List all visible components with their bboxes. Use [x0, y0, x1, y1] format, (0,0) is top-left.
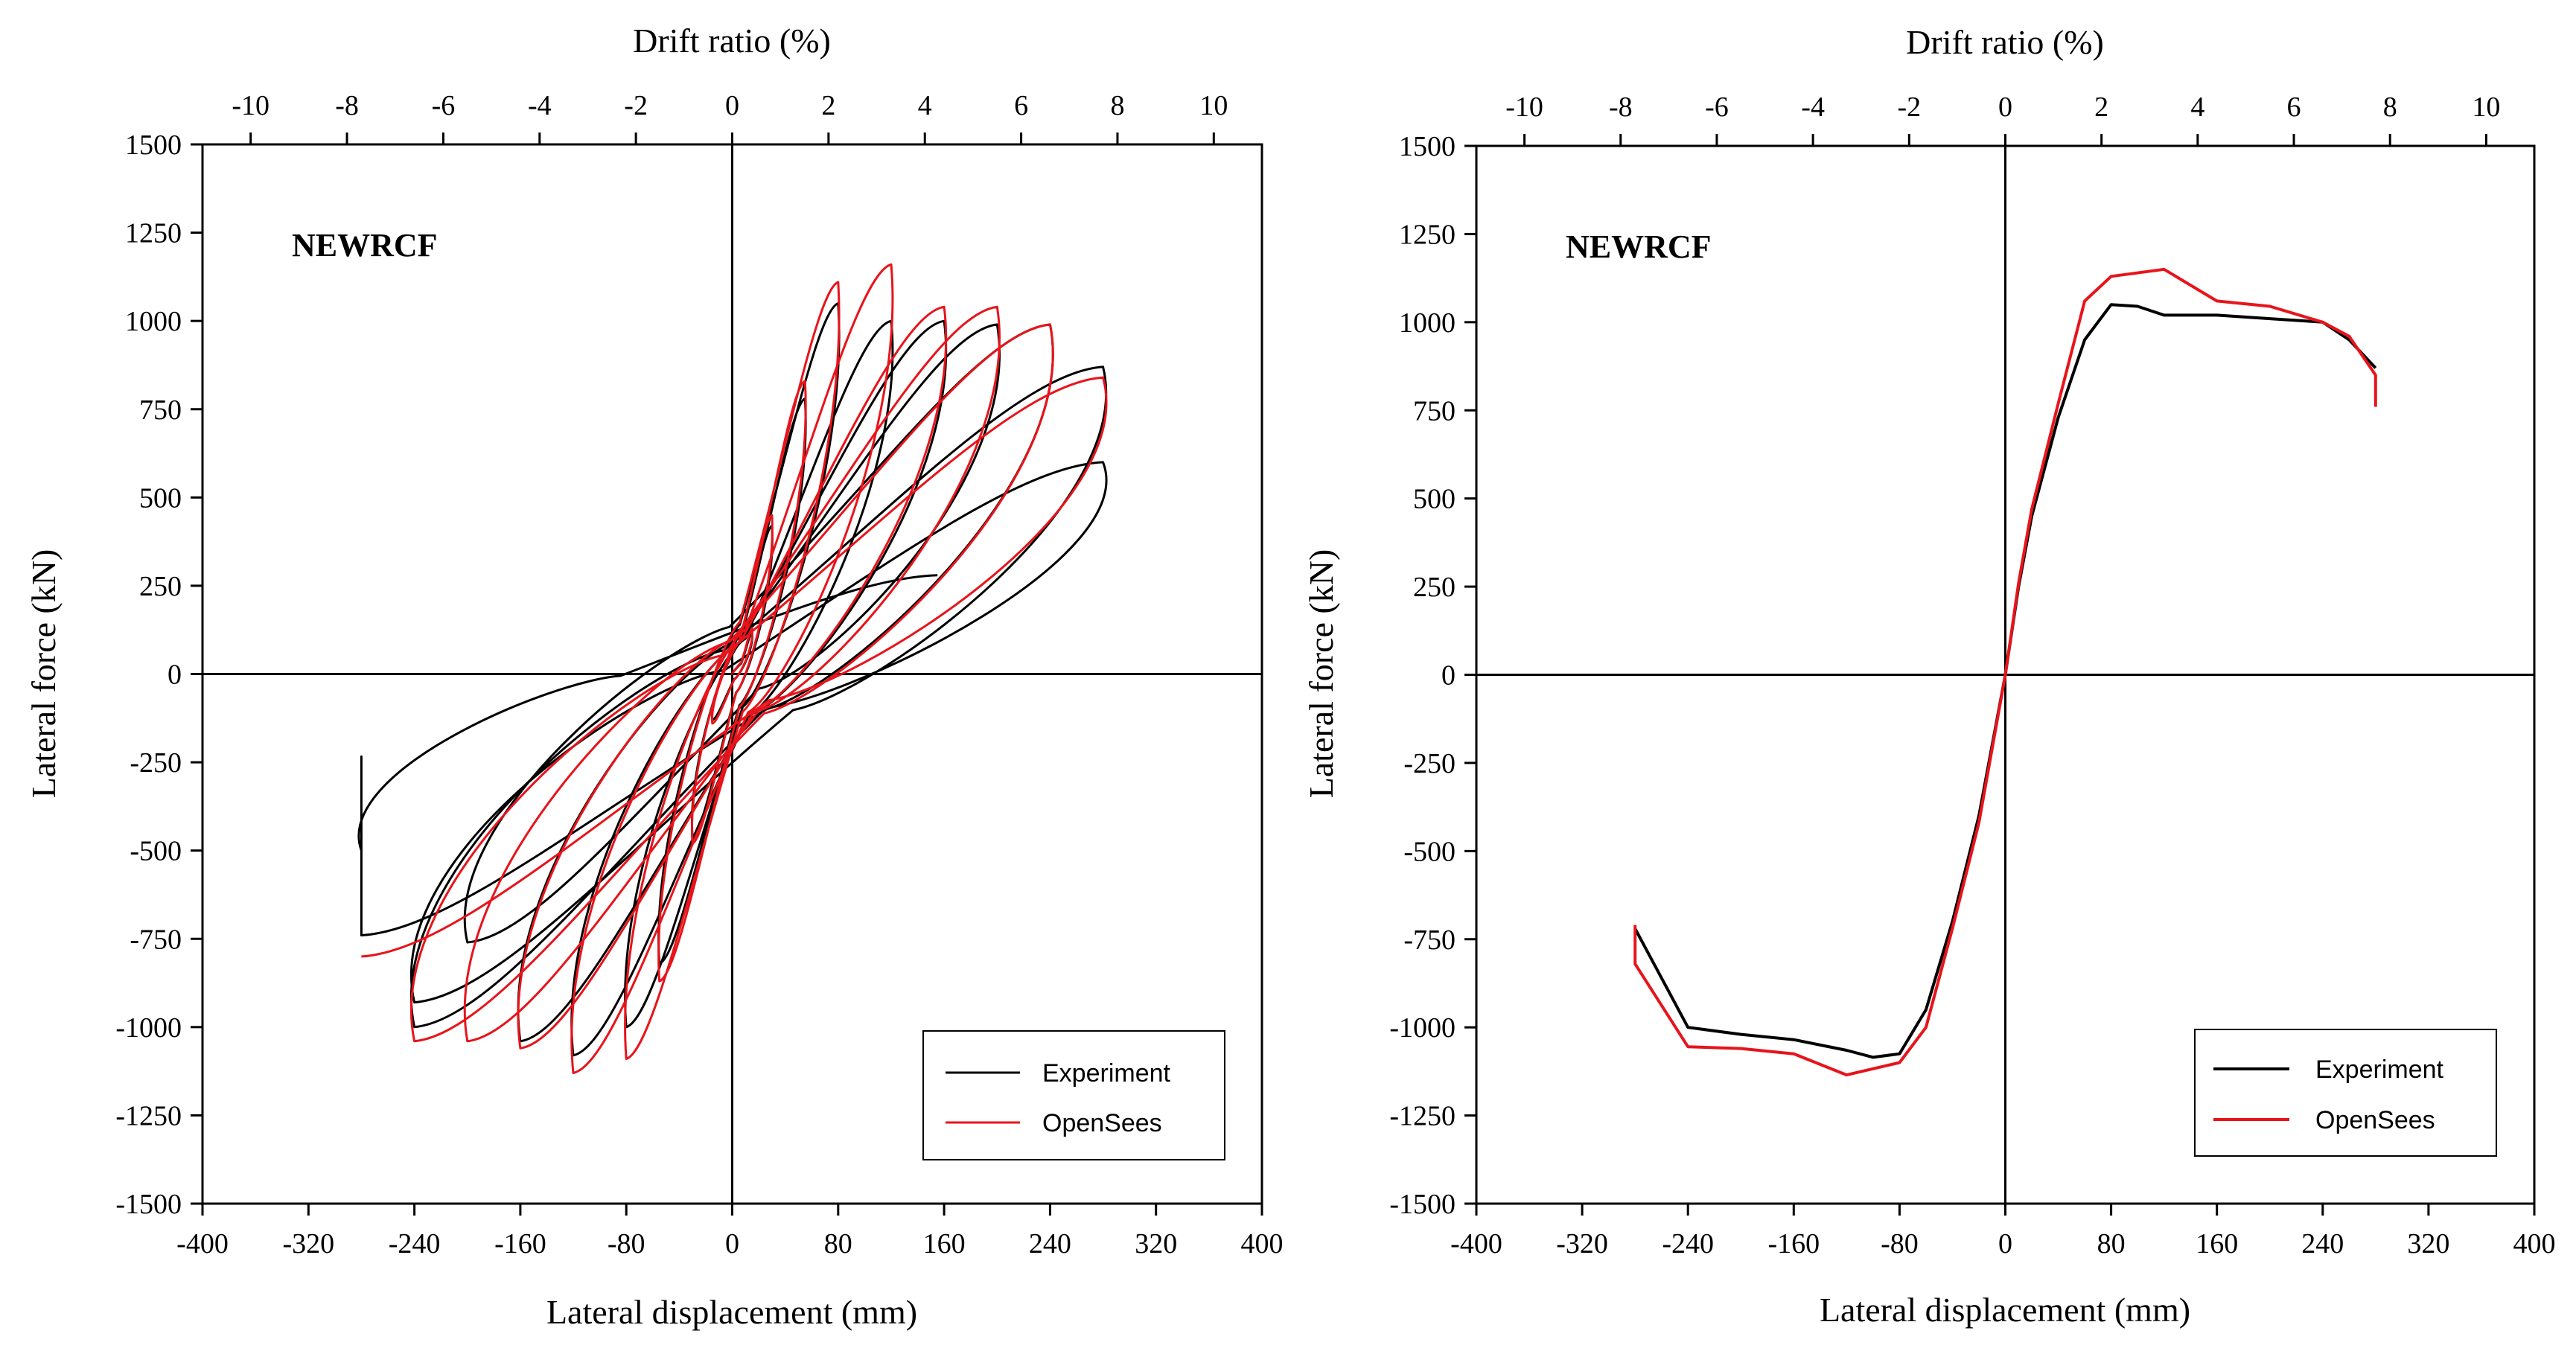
y-tick-label: -250 — [130, 747, 182, 779]
y-tick-label: 1250 — [1399, 219, 1456, 250]
x-tick-label: 400 — [1241, 1228, 1284, 1259]
y-tick-label: 1000 — [1399, 307, 1456, 339]
y-tick-label: -1000 — [1389, 1012, 1456, 1044]
x-tick-label: -320 — [282, 1228, 334, 1259]
x2-tick-label: 6 — [1014, 90, 1028, 121]
x2-tick-label: -2 — [624, 90, 648, 121]
y-tick-label: 0 — [1441, 660, 1456, 692]
x2-tick-label: -8 — [1609, 92, 1633, 123]
x-tick-label: -80 — [608, 1228, 645, 1259]
x2-tick-label: 2 — [821, 90, 835, 121]
plot-title: NEWRCF — [1566, 229, 1712, 265]
y-tick-label: 1250 — [125, 218, 182, 249]
series-opensees-line — [1633, 267, 2377, 1077]
x-axis-title: Lateral displacement (mm) — [1820, 1291, 2190, 1329]
y-tick-label: -1000 — [115, 1012, 182, 1044]
y-tick-label: -1250 — [115, 1100, 182, 1131]
y-tick-label: -1250 — [1389, 1101, 1456, 1132]
y-tick-label: 500 — [1413, 484, 1456, 515]
x-tick-label: -80 — [1881, 1228, 1919, 1259]
x-tick-label: -160 — [1767, 1228, 1820, 1259]
x2-tick-label: -6 — [1705, 92, 1729, 123]
x-tick-label: 400 — [2513, 1228, 2556, 1259]
x-tick-label: 0 — [725, 1228, 739, 1259]
series-opensees-line — [361, 263, 1108, 1074]
y-tick-label: 1500 — [1399, 131, 1456, 162]
x-tick-label: 80 — [2097, 1228, 2126, 1259]
x2-tick-label: -10 — [1505, 92, 1543, 123]
y-tick-label: 250 — [139, 571, 182, 602]
x2-tick-label: 4 — [918, 90, 932, 121]
y-tick-label: 500 — [139, 482, 182, 514]
chart-right: -400 -320 -240 -160 -80 0 80 160 240 320 400 -1500… — [1302, 23, 2556, 1329]
y-tick-label: 750 — [139, 395, 182, 426]
y-tick-label: 250 — [1413, 572, 1456, 603]
y-tick-label: 1000 — [125, 306, 182, 337]
x2-tick-label: 10 — [1199, 90, 1228, 121]
y-tick-label: 750 — [1413, 395, 1456, 427]
y-tick-label: -750 — [130, 924, 182, 955]
legend: Experiment OpenSees — [922, 1030, 1225, 1160]
legend-box — [922, 1030, 1225, 1160]
x-tick-label: 320 — [2407, 1228, 2449, 1259]
x-tick-label: 160 — [2196, 1228, 2238, 1259]
x-tick-label: 320 — [1135, 1228, 1177, 1259]
x2-tick-label: 0 — [1998, 92, 2012, 123]
y-tick-label: -1500 — [115, 1189, 182, 1220]
x2-tick-label: -6 — [432, 90, 456, 121]
chart-left: -400 -320 -240 -160 -80 0 80 160 240 320 400 -1500… — [25, 22, 1284, 1331]
y-tick-label: -500 — [130, 836, 182, 867]
x-tick-label: -400 — [176, 1228, 229, 1259]
x-tick-label: 0 — [1998, 1228, 2012, 1259]
x2-tick-label: -10 — [232, 90, 270, 121]
x-axis-title: Lateral displacement (mm) — [546, 1293, 917, 1331]
y-tick-label: -500 — [1403, 836, 1456, 867]
x-tick-label: 240 — [2301, 1228, 2344, 1259]
x2-tick-label: 4 — [2190, 92, 2204, 123]
x-tick-label: -240 — [389, 1228, 441, 1259]
x-tick-label: 160 — [923, 1228, 966, 1259]
x2-tick-label: -2 — [1897, 92, 1921, 123]
legend-label-experiment: Experiment — [2315, 1056, 2444, 1084]
x2-tick-label: 8 — [1110, 90, 1124, 121]
legend-label-experiment: Experiment — [1042, 1059, 1171, 1088]
legend-label-opensees: OpenSees — [1042, 1109, 1162, 1137]
x2-tick-label: 0 — [725, 90, 739, 121]
x2-tick-label: 8 — [2383, 92, 2397, 123]
x-tick-label: -400 — [1450, 1228, 1502, 1259]
legend-box — [2194, 1029, 2497, 1157]
x-tick-label: -160 — [494, 1228, 546, 1259]
plot-title: NEWRCF — [292, 227, 438, 264]
y-tick-label: -250 — [1403, 748, 1456, 779]
legend-label-opensees: OpenSees — [2315, 1106, 2435, 1134]
y-axis-title: Lateral force (kN) — [1302, 549, 1340, 799]
y-axis-title: Lateral force (kN) — [25, 549, 63, 799]
y-tick-label: -750 — [1403, 925, 1456, 956]
x-tick-label: -320 — [1556, 1228, 1608, 1259]
y-tick-label: -1500 — [1389, 1189, 1456, 1220]
legend: Experiment OpenSees — [2194, 1029, 2497, 1157]
x2-axis-title: Drift ratio (%) — [633, 22, 831, 60]
x2-tick-label: 6 — [2287, 92, 2301, 123]
x2-axis-title: Drift ratio (%) — [1906, 23, 2104, 61]
x-tick-label: 80 — [824, 1228, 852, 1259]
y-tick-label: 1500 — [125, 130, 182, 161]
x-tick-label: -240 — [1662, 1228, 1714, 1259]
x-tick-label: 240 — [1029, 1228, 1071, 1259]
x2-tick-label: 10 — [2472, 92, 2500, 123]
y-tick-label: 0 — [168, 660, 182, 691]
x2-tick-label: -8 — [335, 90, 359, 121]
x2-tick-label: 2 — [2094, 92, 2108, 123]
x2-tick-label: -4 — [1801, 92, 1825, 123]
x2-tick-label: -4 — [528, 90, 552, 121]
